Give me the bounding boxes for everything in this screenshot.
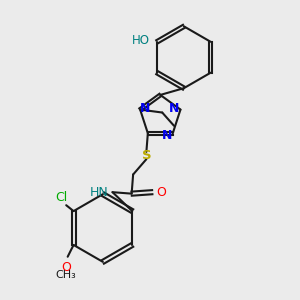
Text: N: N (162, 129, 173, 142)
Text: O: O (156, 186, 166, 199)
Text: S: S (142, 149, 151, 162)
Text: HN: HN (90, 186, 109, 199)
Text: HO: HO (132, 34, 150, 47)
Text: Cl: Cl (56, 191, 68, 204)
Text: CH₃: CH₃ (56, 270, 76, 280)
Text: N: N (140, 102, 151, 115)
Text: O: O (61, 261, 71, 274)
Text: N: N (169, 102, 179, 115)
